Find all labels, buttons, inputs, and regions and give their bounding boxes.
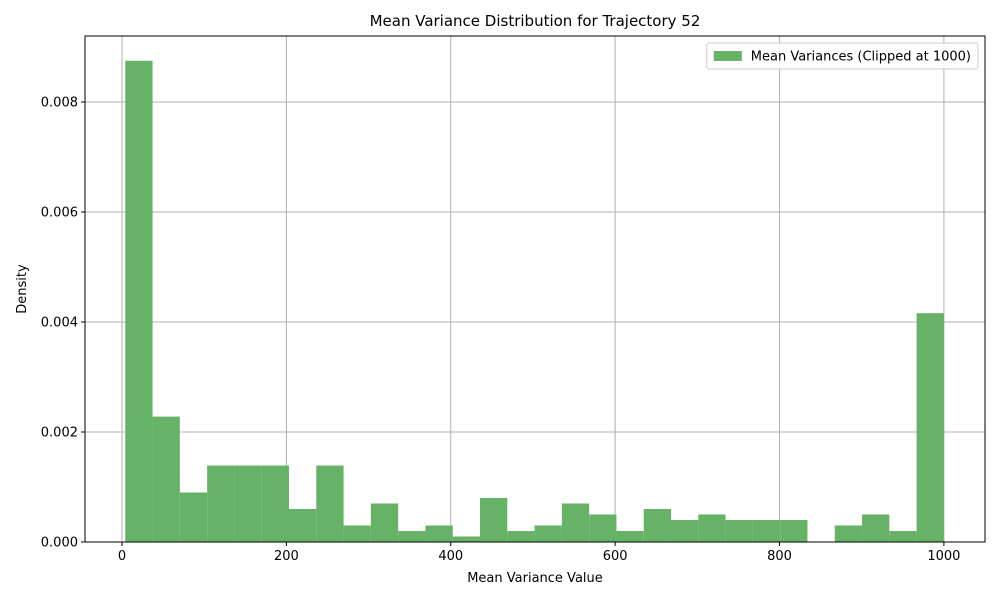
y-axis-ticks: 0.000 0.002 0.004 0.006 0.008: [41, 96, 85, 551]
histogram-bar: [752, 520, 781, 542]
histogram-bar: [152, 416, 180, 542]
histogram-bar: [398, 531, 426, 542]
histogram-bar: [643, 509, 672, 542]
histogram-bar: [725, 520, 753, 542]
histogram-bar: [862, 514, 890, 542]
y-tick-label: 0.008: [41, 96, 78, 111]
legend-entry-label: Mean Variances (Clipped at 1000): [751, 50, 971, 65]
histogram-bar: [425, 525, 453, 542]
y-tick-label: 0.006: [41, 206, 78, 221]
histogram-bar: [616, 531, 644, 542]
histogram-bar: [671, 520, 699, 542]
histogram-bar: [316, 465, 344, 542]
y-axis-label: Density: [15, 264, 30, 314]
histogram-bar: [834, 525, 863, 542]
histogram-bar: [561, 503, 590, 542]
x-tick-label: 200: [274, 549, 299, 564]
plot-frame: [84, 35, 986, 543]
histogram-bar: [370, 503, 399, 542]
histogram-bars: [125, 60, 944, 542]
histogram-bar: [234, 465, 262, 542]
histogram-bar: [289, 509, 317, 542]
x-axis-label: Mean Variance Value: [467, 571, 603, 586]
legend: Mean Variances (Clipped at 1000): [706, 42, 979, 70]
histogram-bar: [589, 514, 617, 542]
histogram-bar: [207, 465, 235, 542]
histogram-bar: [179, 492, 208, 542]
legend-box: [706, 42, 979, 70]
histogram-bar: [261, 465, 289, 542]
histogram-bar: [125, 60, 153, 542]
histogram-bar: [452, 536, 481, 542]
x-tick-label: 600: [603, 549, 628, 564]
histogram-bar: [889, 531, 917, 542]
y-tick-label: 0.004: [41, 316, 78, 331]
x-tick-label: 800: [767, 549, 792, 564]
x-axis-ticks: 0 200 400 600 800 1000: [118, 542, 960, 564]
histogram-bar: [343, 525, 371, 542]
histogram-bar: [780, 520, 808, 542]
chart-title: Mean Variance Distribution for Trajector…: [370, 12, 701, 30]
y-tick-label: 0.000: [41, 536, 78, 551]
x-tick-label: 1000: [927, 549, 960, 564]
histogram-bar: [916, 313, 944, 542]
histogram-bar: [698, 514, 726, 542]
histogram-bar: [480, 498, 508, 542]
histogram-bar: [507, 531, 535, 542]
histogram-bar: [534, 525, 562, 542]
legend-swatch: [713, 51, 742, 61]
x-tick-label: 400: [438, 549, 463, 564]
y-tick-label: 0.002: [41, 426, 78, 441]
x-tick-label: 0: [118, 549, 126, 564]
